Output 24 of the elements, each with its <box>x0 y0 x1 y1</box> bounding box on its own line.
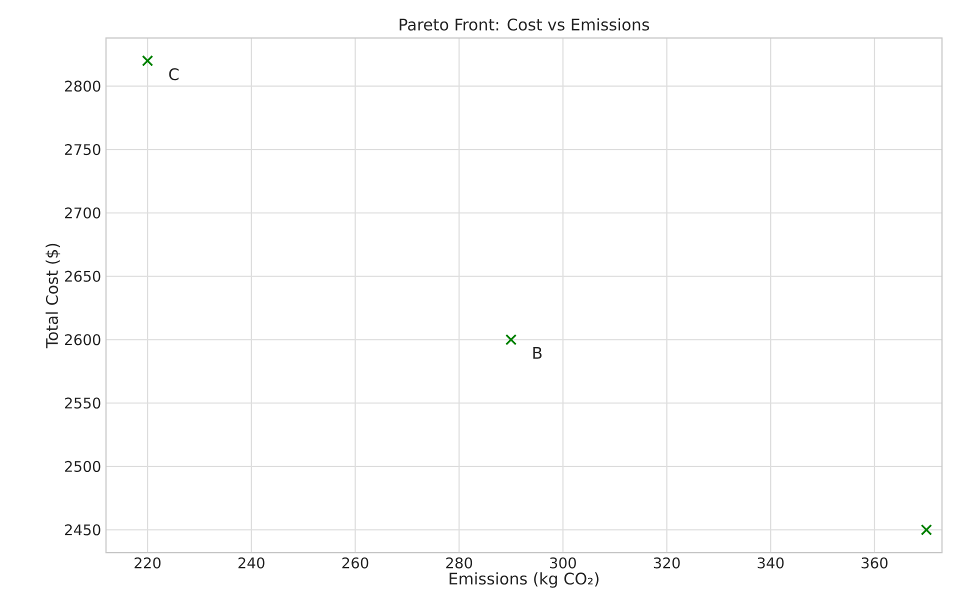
x-tick-label: 300 <box>550 557 576 568</box>
point <box>505 334 517 346</box>
y-tick-label: 2750 <box>65 144 100 156</box>
x-tick-label: 220 <box>134 557 161 568</box>
annotation: B <box>533 347 542 359</box>
y-tick-label: 2650 <box>65 270 100 282</box>
point <box>920 524 932 536</box>
y-tick-label: 2550 <box>65 398 100 409</box>
x-tick-label: 360 <box>862 557 888 568</box>
y-axis-title: Total Cost ($) <box>46 244 60 348</box>
x-tick-label: 320 <box>654 557 680 568</box>
y-tick-label: 2700 <box>65 207 100 218</box>
annotation: C <box>169 68 179 80</box>
x-tick-label: 340 <box>758 557 784 568</box>
x-axis-title: Emissions (kg CO₂) <box>450 572 599 588</box>
point <box>142 55 154 66</box>
y-tick-label: 2800 <box>65 80 100 92</box>
chart-title: Pareto Front: Cost vs Emissions <box>400 18 650 31</box>
x-tick-label: 240 <box>238 557 264 568</box>
y-tick-label: 2600 <box>65 334 100 346</box>
x-tick-label: 260 <box>342 557 368 568</box>
x-tick-label: 280 <box>446 557 472 568</box>
y-tick-label: 2450 <box>65 524 100 536</box>
y-tick-label: 2500 <box>65 460 100 472</box>
